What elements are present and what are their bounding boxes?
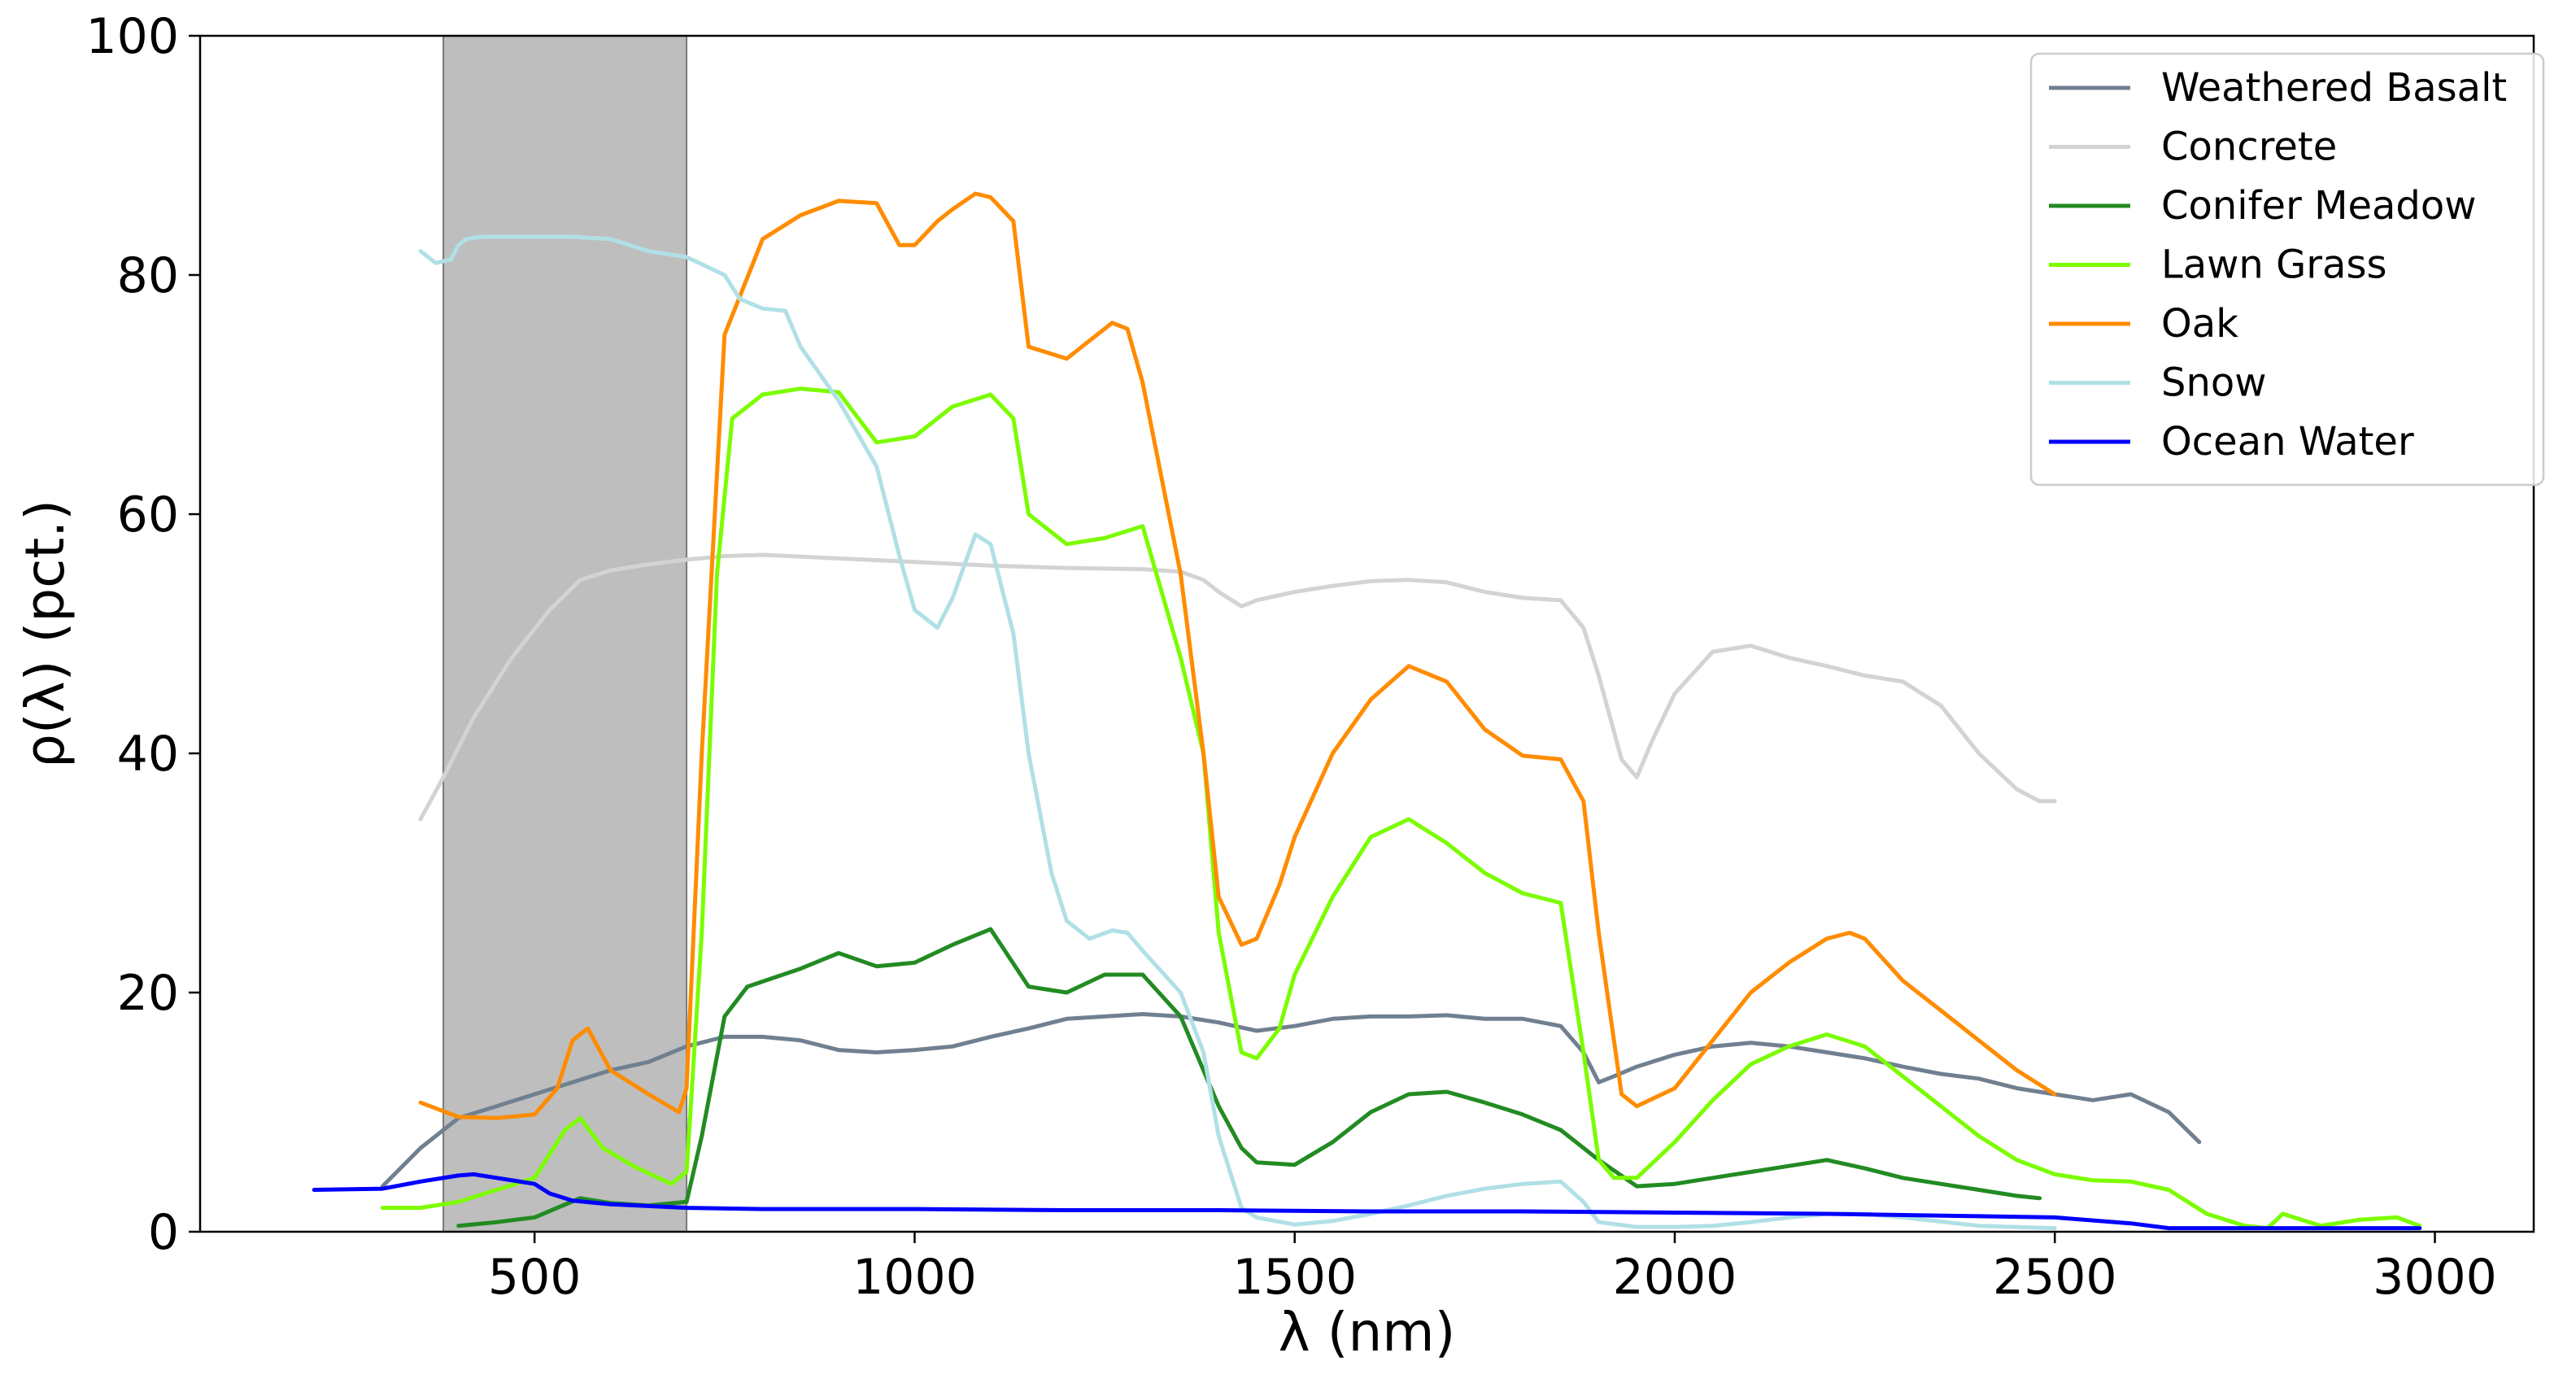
- y-tick-label: 80: [117, 247, 179, 304]
- legend-label-concrete: Concrete: [2161, 124, 2337, 170]
- legend-box: [2029, 52, 2545, 487]
- series-line-oak: [418, 191, 2057, 1120]
- series-layer: [312, 191, 2422, 1231]
- legend-label-weathered-basalt: Weathered Basalt: [2161, 65, 2507, 111]
- x-tick-label: 2000: [1613, 1249, 1737, 1306]
- legend-label-lawn-grass: Lawn Grass: [2161, 242, 2386, 288]
- legend-label-snow: Snow: [2161, 360, 2267, 406]
- series-line-snow: [418, 234, 2057, 1231]
- visible-spectrum-band: [442, 35, 688, 1233]
- y-tick-label: 0: [148, 1204, 179, 1261]
- shaded-band-layer: [442, 35, 688, 1233]
- x-tick-label: 500: [488, 1249, 582, 1306]
- legend-label-ocean-water: Ocean Water: [2161, 419, 2414, 465]
- y-tick-label: 100: [85, 8, 179, 65]
- y-tick-label: 40: [117, 726, 179, 783]
- series-line-concrete: [418, 552, 2057, 822]
- y-tick-label: 60: [117, 487, 179, 543]
- series-line-conifer-meadow: [456, 927, 2042, 1228]
- x-axis: 500 1000 1500 2000 2500 3000: [488, 1232, 2497, 1306]
- series-line-ocean-water: [312, 1172, 2422, 1231]
- legend-label-oak: Oak: [2161, 301, 2238, 347]
- x-tick-label: 1000: [852, 1249, 977, 1306]
- x-tick-label: 1500: [1232, 1249, 1357, 1306]
- x-tick-label: 3000: [2373, 1249, 2497, 1306]
- series-line-lawn-grass: [380, 386, 2422, 1231]
- y-axis-label: ρ(λ) (pct.): [14, 500, 76, 768]
- y-tick-label: 20: [117, 965, 179, 1022]
- x-axis-label: λ (nm): [1279, 1301, 1456, 1364]
- legend-label-conifer-meadow: Conifer Meadow: [2161, 183, 2477, 229]
- legend: Weathered Basalt Concrete Conifer Meadow La…: [2029, 52, 2545, 487]
- x-tick-label: 2500: [1993, 1249, 2117, 1306]
- plot-frame: [198, 34, 2535, 1233]
- y-axis: 0 20 40 60 80 100: [85, 8, 200, 1261]
